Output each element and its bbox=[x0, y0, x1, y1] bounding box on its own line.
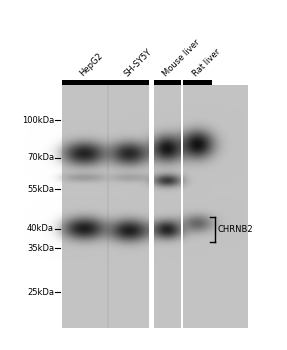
Text: 55kDa: 55kDa bbox=[27, 184, 54, 194]
Text: HepG2: HepG2 bbox=[78, 51, 105, 78]
Text: SH-SY5Y: SH-SY5Y bbox=[123, 47, 154, 78]
Text: CHRNB2: CHRNB2 bbox=[218, 225, 254, 234]
Text: 25kDa: 25kDa bbox=[27, 288, 54, 296]
Text: 35kDa: 35kDa bbox=[27, 244, 54, 253]
Text: Mouse liver: Mouse liver bbox=[161, 37, 202, 78]
Text: 70kDa: 70kDa bbox=[27, 153, 54, 162]
Text: 100kDa: 100kDa bbox=[22, 116, 54, 125]
Text: Rat liver: Rat liver bbox=[191, 47, 222, 78]
Text: 40kDa: 40kDa bbox=[27, 224, 54, 233]
